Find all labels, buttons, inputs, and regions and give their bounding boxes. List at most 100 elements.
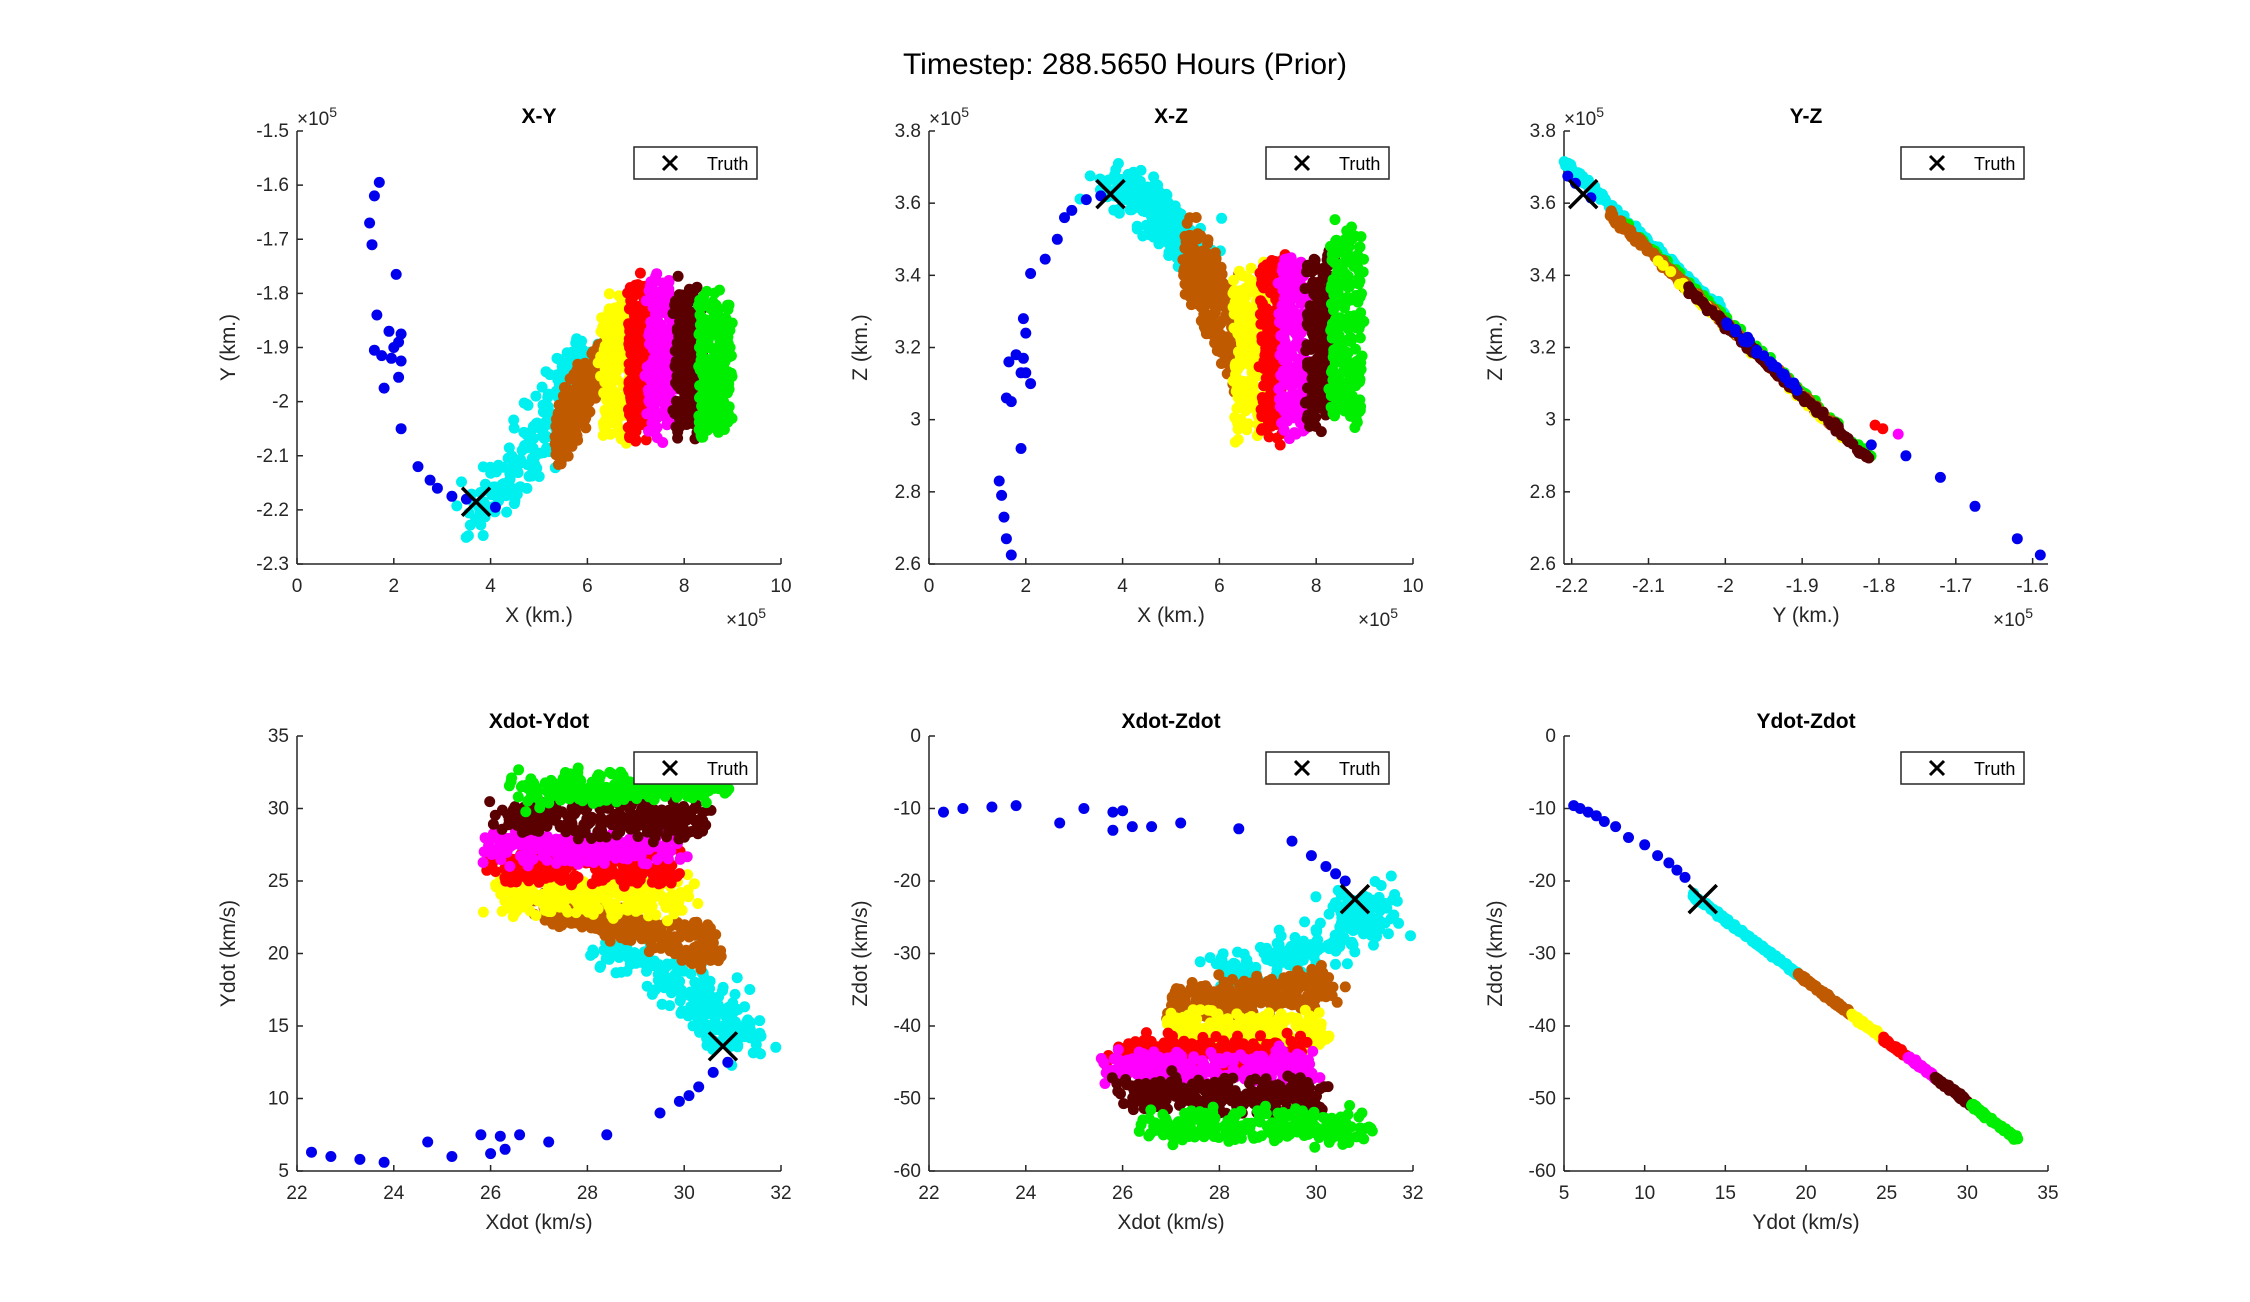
point-yellow: [532, 895, 544, 907]
y-axis-label: Y (km.): [217, 314, 240, 381]
point-cyan: [1594, 189, 1606, 201]
y-tick-label: 3.8: [895, 121, 921, 142]
point-cyan: [1157, 228, 1169, 240]
y-tick-label: 30: [268, 799, 289, 820]
point-magenta: [652, 342, 663, 354]
point-maroon: [683, 283, 695, 295]
point-blue: [1000, 533, 1012, 545]
y-tick-label: -1.6: [256, 175, 289, 196]
point-cyan: [705, 990, 717, 1002]
point-cyan: [526, 452, 538, 464]
point-orange: [1202, 281, 1214, 293]
x-tick-label: -1.8: [1863, 576, 1896, 597]
y-tick-label: 15: [268, 1016, 289, 1037]
point-green: [1356, 350, 1368, 362]
point-cyan: [477, 461, 489, 473]
point-maroon: [673, 296, 685, 307]
point-orange: [1192, 290, 1204, 302]
point-yellow: [507, 911, 519, 923]
point-blue: [431, 482, 443, 494]
x-tick-label: 2: [389, 576, 400, 597]
point-maroon: [676, 363, 688, 375]
y-tick-label: -1.5: [256, 121, 289, 142]
point-orange: [1181, 266, 1193, 278]
point-cyan: [741, 1016, 753, 1028]
point-cyan: [1137, 230, 1149, 242]
point-yellow: [692, 898, 704, 909]
y-tick-label: 3: [1545, 410, 1556, 431]
point-orange: [646, 939, 658, 951]
point-red: [634, 379, 646, 390]
x-axis-label: X (km.): [1137, 604, 1205, 627]
point-yellow: [1236, 388, 1248, 400]
point-blue: [1015, 367, 1027, 379]
point-cyan: [1103, 174, 1115, 186]
y-axis-label: Ydot (km/s): [217, 900, 240, 1007]
point-orange: [1181, 217, 1193, 229]
y-tick-label: -2.1: [256, 446, 289, 467]
point-yellow: [609, 405, 621, 417]
point-blue: [368, 190, 380, 202]
point-green: [712, 421, 724, 433]
subplot-title: X-Z: [1154, 105, 1188, 128]
point-green: [1345, 336, 1357, 347]
point-yellow: [592, 357, 604, 369]
point-orange: [1211, 345, 1223, 357]
point-red: [1259, 409, 1271, 421]
point-orange: [1192, 298, 1203, 310]
point-yellow: [609, 343, 621, 355]
point-cyan: [534, 447, 546, 459]
point-green: [701, 424, 713, 436]
point-cyan: [603, 953, 615, 965]
x-tick-label: 4: [1117, 576, 1128, 597]
point-yellow: [601, 369, 613, 381]
y-tick-label: 20: [268, 944, 289, 965]
point-magenta: [1288, 376, 1300, 388]
point-yellow: [1234, 358, 1246, 370]
point-yellow: [604, 397, 616, 408]
point-maroon: [1308, 253, 1320, 265]
point-orange: [582, 371, 594, 383]
point-orange: [563, 423, 575, 435]
point-orange: [1196, 245, 1208, 257]
point-blue: [1900, 450, 1912, 462]
x-exponent-label: ×105: [1993, 605, 2033, 631]
point-red: [628, 322, 639, 334]
point-red: [1261, 259, 1273, 271]
point-green: [1329, 332, 1341, 343]
y-tick-label: -2.3: [256, 554, 289, 575]
x-tick-label: 10: [770, 576, 791, 597]
point-cyan: [726, 1009, 738, 1021]
x-tick-label: -1.6: [2016, 576, 2049, 597]
point-magenta: [1277, 391, 1289, 403]
point-blue: [390, 268, 402, 280]
point-red: [631, 305, 642, 317]
point-cyan: [1163, 204, 1175, 216]
point-blue: [395, 355, 407, 367]
point-yellow: [612, 311, 624, 323]
point-cyan: [687, 1020, 699, 1032]
point-blue: [2034, 549, 2046, 561]
point-red: [1255, 295, 1267, 307]
point-green: [707, 357, 719, 369]
point-magenta: [660, 381, 672, 393]
point-cyan: [530, 390, 542, 402]
point-green: [1336, 352, 1348, 363]
point-maroon: [670, 355, 682, 367]
point-cyan: [501, 506, 513, 518]
point-green: [1355, 307, 1367, 319]
x-tick-label: 8: [679, 576, 690, 597]
point-cyan: [585, 949, 597, 961]
point-blue: [993, 475, 1005, 487]
point-orange: [636, 922, 648, 934]
point-orange: [669, 938, 680, 950]
point-yellow: [1235, 414, 1247, 425]
point-red: [623, 384, 635, 396]
y-tick-label: 3.2: [1530, 338, 1556, 359]
point-green: [726, 371, 738, 382]
point-cyan: [744, 984, 756, 995]
point-orange: [590, 922, 602, 934]
point-orange: [1214, 275, 1226, 287]
point-blue: [1051, 233, 1063, 245]
truth-marker-icon: [460, 486, 492, 517]
